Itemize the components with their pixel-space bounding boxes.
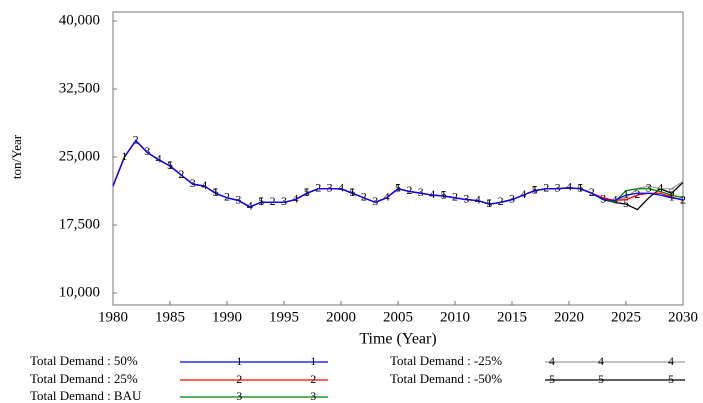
- y-tick-label: 32,500: [59, 80, 100, 96]
- series-marker: 5: [167, 158, 173, 172]
- series-marker: 5: [486, 196, 492, 210]
- y-tick-label: 25,000: [59, 148, 100, 164]
- series-marker: 4: [201, 178, 207, 192]
- series-marker: 4: [384, 190, 390, 204]
- series-marker: 4: [612, 192, 618, 206]
- series-marker: 3: [418, 185, 424, 199]
- series-line: [112, 139, 684, 211]
- series-marker: 3: [463, 191, 469, 205]
- x-tick-label: 1990: [212, 309, 242, 325]
- series-marker: 3: [372, 194, 378, 208]
- series-marker: 1: [532, 182, 538, 196]
- series-marker: 1: [441, 188, 447, 202]
- series-marker: 3: [235, 192, 241, 206]
- x-tick-label: 2025: [611, 309, 641, 325]
- series-marker: 5: [577, 180, 583, 194]
- series-marker: 1: [577, 180, 583, 194]
- series-marker: 4: [338, 180, 344, 194]
- x-tick-label: 1980: [98, 309, 128, 325]
- series-marker: 3: [190, 176, 196, 190]
- series-marker: 3: [144, 144, 150, 158]
- legend-marker: 3: [310, 389, 316, 403]
- legend-label: Total Demand : BAU: [30, 388, 142, 403]
- series-marker: 5: [349, 185, 355, 199]
- series-marker: 1: [258, 194, 264, 208]
- series-marker: 5: [623, 196, 629, 210]
- legend-label: Total Demand : 50%: [30, 353, 138, 368]
- series-marker: 2: [315, 180, 321, 194]
- series-marker: 1: [304, 185, 310, 199]
- legend-label: Total Demand : -25%: [390, 353, 502, 368]
- series-marker: 2: [498, 194, 504, 208]
- legend-marker: 4: [598, 354, 604, 368]
- legend-marker: 4: [549, 354, 555, 368]
- series-marker: 1: [213, 185, 219, 199]
- series-marker: 1: [395, 180, 401, 194]
- x-tick-label: 2005: [383, 309, 413, 325]
- series-marker: 3: [646, 180, 652, 194]
- x-tick-label: 1995: [269, 309, 299, 325]
- series-marker: 1: [121, 149, 127, 163]
- series-marker: 5: [304, 185, 310, 199]
- series-marker: 5: [258, 194, 264, 208]
- legend-marker: 2: [310, 372, 316, 386]
- series-marker: 5: [441, 188, 447, 202]
- series-marker: 4: [475, 192, 481, 206]
- series-marker: 4: [520, 187, 526, 201]
- series-marker: 2: [543, 180, 549, 194]
- x-axis-label: Time (Year): [359, 331, 436, 348]
- series-marker: 4: [657, 180, 663, 194]
- series-marker: 1: [486, 196, 492, 210]
- legend-marker: 1: [310, 354, 316, 368]
- series-line: [112, 139, 684, 208]
- legend-marker: 4: [668, 354, 674, 368]
- series-marker: 4: [429, 187, 435, 201]
- series-marker: 1: [167, 158, 173, 172]
- series-marker: 1: [669, 190, 675, 204]
- series-marker: 4: [247, 199, 253, 213]
- series-marker: 3: [327, 180, 333, 194]
- x-tick-label: 2020: [554, 309, 584, 325]
- series-marker: 5: [213, 185, 219, 199]
- legend-marker: 3: [236, 389, 242, 403]
- series-marker: 3: [281, 194, 287, 208]
- series-marker: 2: [270, 194, 276, 208]
- series-marker: 4: [566, 180, 572, 194]
- x-tick-label: 2015: [497, 309, 527, 325]
- series-marker: 1: [349, 185, 355, 199]
- x-tick-label: 2030: [668, 309, 698, 325]
- series-marker: 2: [133, 132, 139, 146]
- series-marker: 3: [555, 180, 561, 194]
- legend-marker: 5: [598, 372, 604, 386]
- y-tick-label: 40,000: [59, 12, 100, 28]
- series-marker: 5: [395, 180, 401, 194]
- series-marker: 1: [623, 187, 629, 201]
- series-marker: 2: [224, 190, 230, 204]
- series-marker: 2: [452, 190, 458, 204]
- legend-marker: 2: [236, 372, 242, 386]
- y-tick-label: 10,000: [59, 284, 100, 300]
- series-marker: 2: [361, 190, 367, 204]
- series-marker: 5: [669, 185, 675, 199]
- x-tick-label: 1985: [155, 309, 185, 325]
- series-marker: 2: [406, 183, 412, 197]
- legend-label: Total Demand : 25%: [30, 371, 138, 386]
- x-tick-label: 2010: [440, 309, 470, 325]
- series-marker: 2: [589, 185, 595, 199]
- series-marker: 5: [532, 182, 538, 196]
- series-marker: 3: [509, 191, 515, 205]
- legend-marker: 1: [236, 354, 242, 368]
- x-tick-label: 2000: [326, 309, 356, 325]
- legend-marker: 5: [668, 372, 674, 386]
- legend-label: Total Demand : -50%: [390, 371, 502, 386]
- y-axis-label: ton/Year: [9, 134, 24, 179]
- y-tick-label: 17,500: [59, 216, 100, 232]
- series-marker: 4: [156, 151, 162, 165]
- series-marker: 4: [292, 191, 298, 205]
- legend-marker: 5: [549, 372, 555, 386]
- plot-frame: [112, 11, 684, 306]
- series-marker: 2: [178, 167, 184, 181]
